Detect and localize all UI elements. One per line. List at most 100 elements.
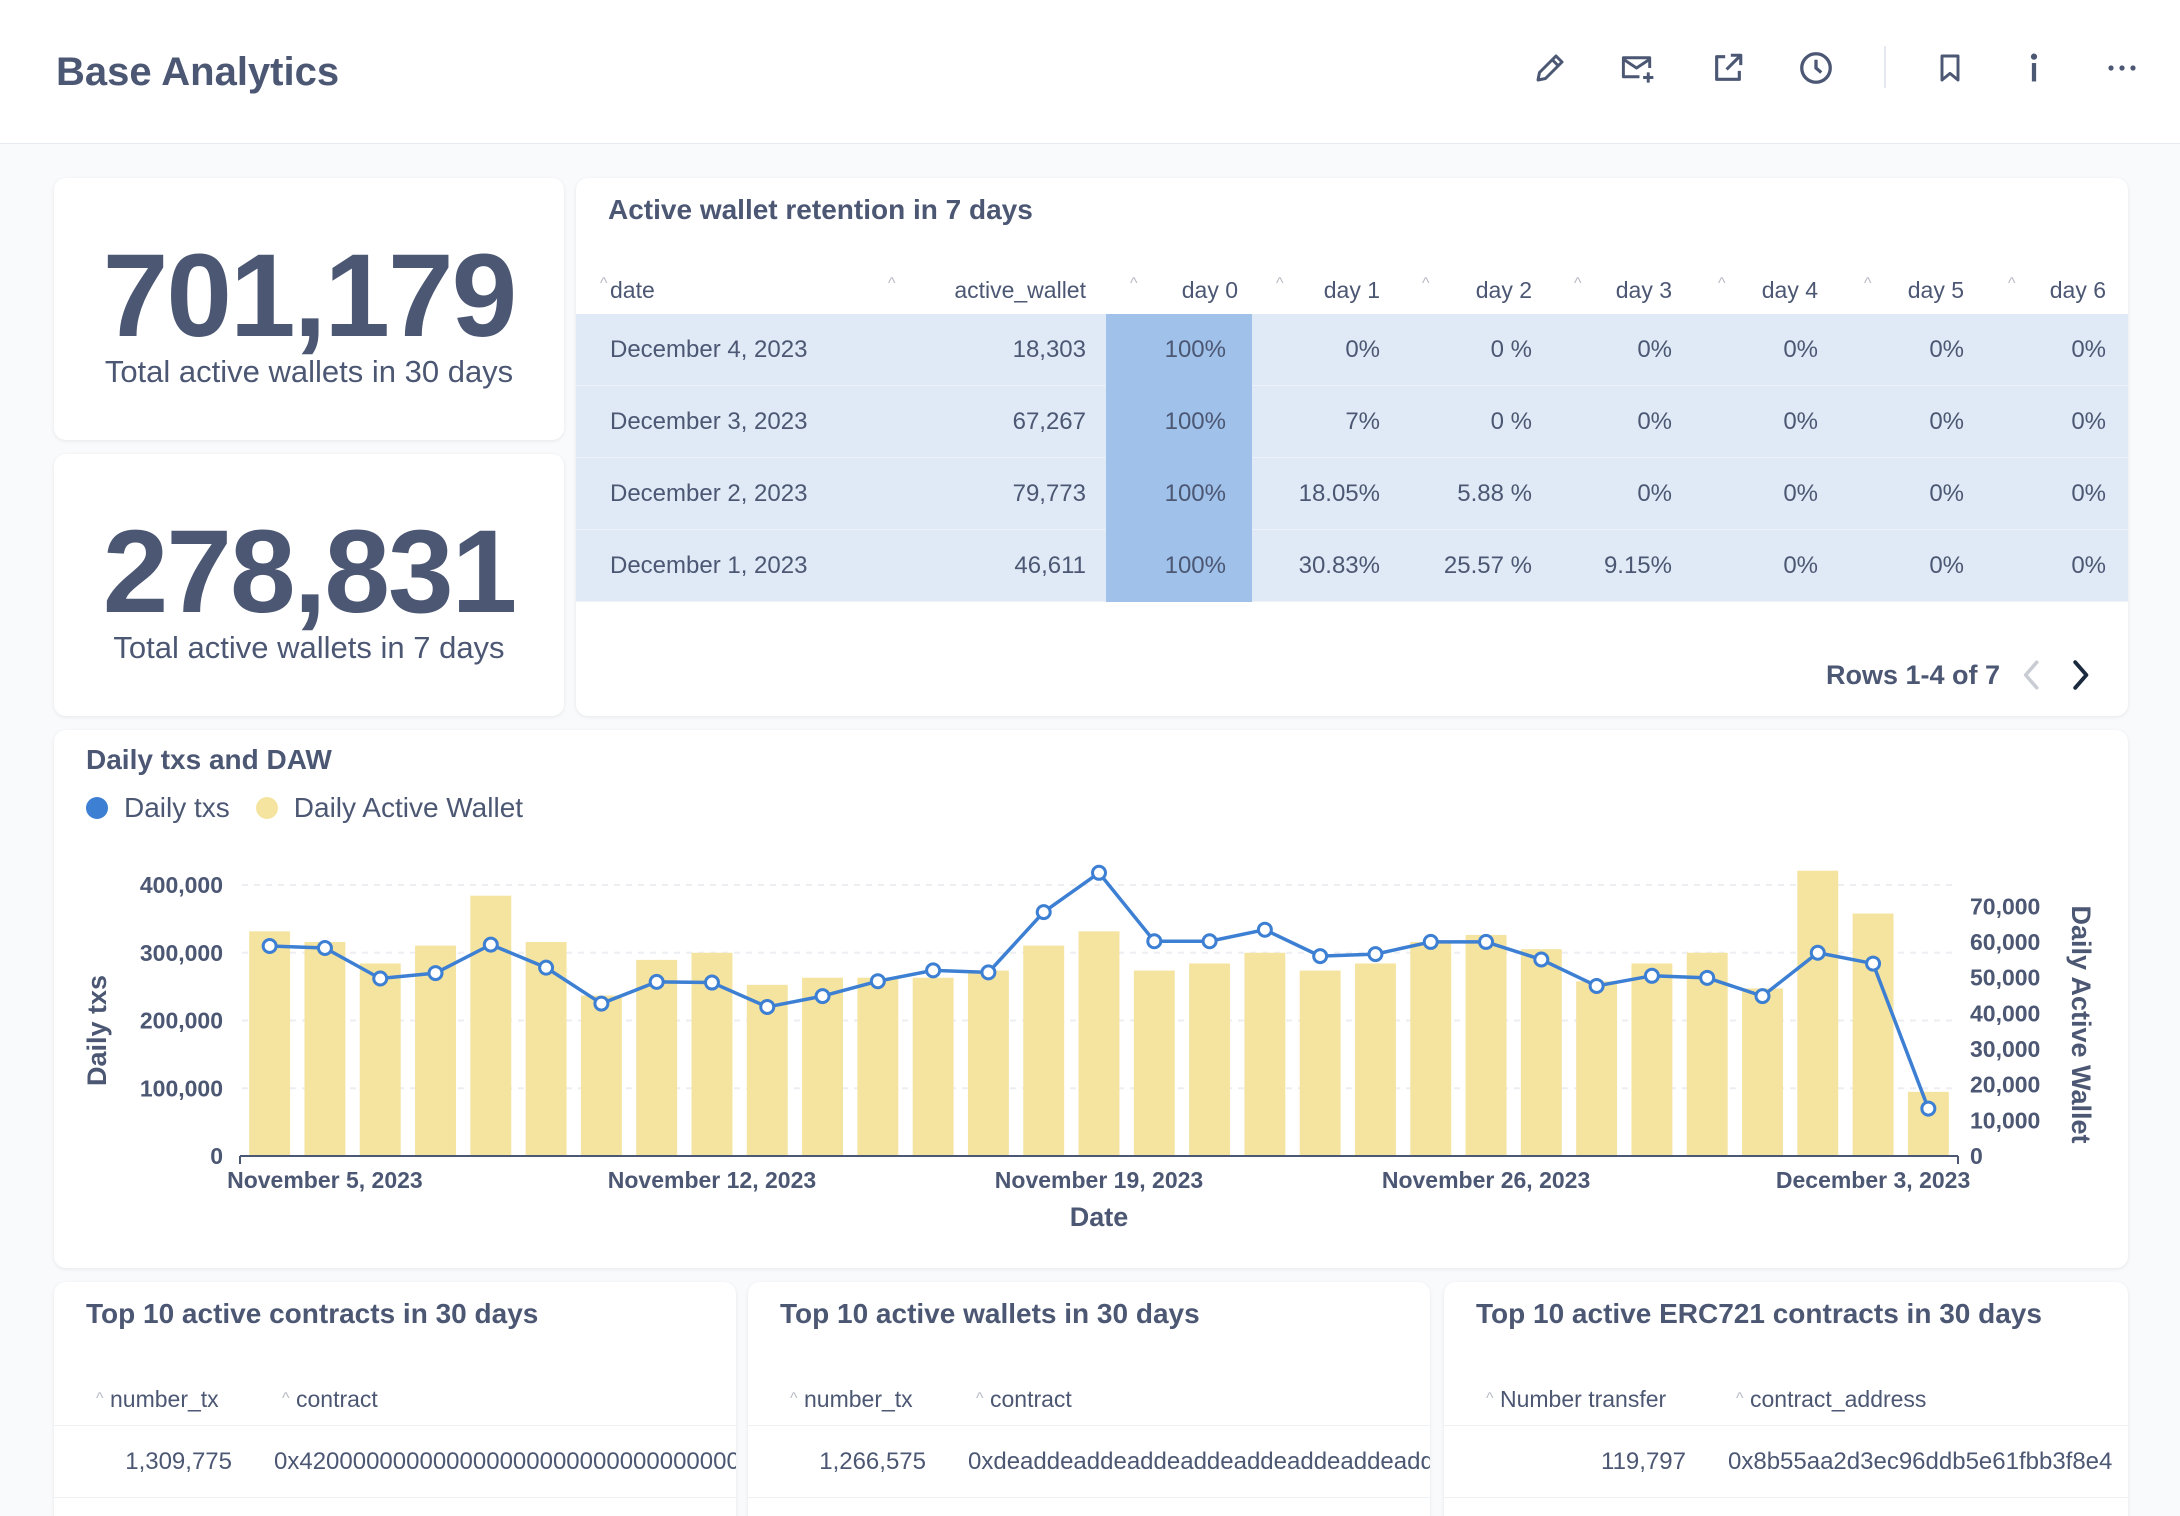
table-header: ^ date ^ active_wallet ^ day 0 ^ day 1 ^ … bbox=[576, 266, 2128, 314]
card-title[interactable]: Top 10 active contracts in 30 days bbox=[86, 1298, 539, 1329]
cell-day-2: 0 % bbox=[1490, 408, 1532, 435]
cell-day-4: 0% bbox=[1783, 408, 1818, 435]
column-header-number-tx[interactable]: ^ number_tx bbox=[790, 1386, 913, 1412]
bar bbox=[1133, 970, 1175, 1156]
scalar-value: 701,179 bbox=[102, 230, 518, 362]
cell-day-2: 5.88 % bbox=[1457, 480, 1532, 507]
column-header-contract[interactable]: ^ contract bbox=[282, 1386, 378, 1412]
line-point bbox=[1367, 946, 1384, 963]
table-row[interactable]: December 1, 2023 46,611 100% 30.83% 25.5… bbox=[576, 530, 2128, 602]
table-row[interactable]: December 3, 2023 67,267 100% 7% 0 % 0% 0… bbox=[576, 386, 2128, 458]
info-icon[interactable] bbox=[2010, 44, 2058, 92]
cell-contract[interactable]: 0xdeaddeaddeaddeaddeaddeaddeaddeaddead00… bbox=[968, 1448, 1430, 1475]
y-left-tick-label: 300,000 bbox=[140, 940, 223, 966]
scalar-label: Total active wallets in 30 days bbox=[104, 354, 514, 389]
column-header-number-tx[interactable]: ^ number_tx bbox=[96, 1386, 219, 1412]
cell-day-6: 0% bbox=[2071, 552, 2106, 579]
line-point bbox=[1754, 988, 1771, 1005]
y-right-tick-label: 30,000 bbox=[1970, 1036, 2040, 1062]
x-tick-label: November 5, 2023 bbox=[227, 1167, 423, 1193]
bar bbox=[802, 977, 844, 1156]
column-header-day-0[interactable]: day 0 bbox=[1181, 277, 1238, 303]
cell-day-3: 0% bbox=[1637, 408, 1672, 435]
cell-day-0: 100% bbox=[1164, 552, 1226, 579]
chart-title[interactable]: Daily txs and DAW bbox=[86, 744, 332, 775]
column-header-contract[interactable]: ^ contract bbox=[976, 1386, 1072, 1412]
share-icon[interactable] bbox=[1704, 44, 1752, 92]
column-header-day-5[interactable]: day 5 bbox=[1907, 277, 1964, 303]
column-header-day-3[interactable]: day 3 bbox=[1615, 277, 1672, 303]
card-title[interactable]: Top 10 active ERC721 contracts in 30 day… bbox=[1476, 1298, 2042, 1329]
page-title: Base Analytics bbox=[56, 50, 340, 94]
table-row[interactable]: 1,309,775 0x4200000000000000000000000000… bbox=[54, 1426, 736, 1498]
line-point bbox=[1643, 967, 1660, 984]
cell-date: December 1, 2023 bbox=[610, 552, 808, 579]
y-left-tick-label: 0 bbox=[210, 1143, 223, 1169]
table-header: ^ number_tx ^ contract bbox=[54, 1372, 736, 1426]
card-title[interactable]: Top 10 active wallets in 30 days bbox=[780, 1298, 1200, 1329]
chart-card: Daily txs and DAW Daily txs Daily Active… bbox=[54, 730, 2128, 1268]
line-point bbox=[1035, 904, 1052, 921]
cell-day-1: 18.05% bbox=[1298, 480, 1380, 507]
y-left-tick-label: 400,000 bbox=[140, 872, 223, 898]
bookmark-icon[interactable] bbox=[1926, 44, 1974, 92]
day0-highlight bbox=[1106, 386, 1252, 458]
bar bbox=[1078, 931, 1120, 1156]
cell-contract[interactable]: 0x42000000000000000000000000000000000000 bbox=[274, 1448, 736, 1475]
x-axis-title: Date bbox=[1070, 1202, 1129, 1232]
chevron-right-icon[interactable] bbox=[2060, 652, 2100, 698]
history-icon[interactable] bbox=[1792, 44, 1840, 92]
bar bbox=[1244, 952, 1286, 1156]
chart-legend: Daily txs Daily Active Wallet bbox=[86, 792, 549, 824]
column-header-day-6[interactable]: day 6 bbox=[2049, 277, 2106, 303]
column-header-day-4[interactable]: day 4 bbox=[1761, 277, 1818, 303]
column-header-number-transfer[interactable]: ^ Number transfer bbox=[1486, 1386, 1667, 1412]
column-header-active-wallet[interactable]: active_wallet bbox=[954, 277, 1086, 303]
cell-contract-address[interactable]: 0x8b55aa2d3ec96ddb5e61fbb3f8e4 bbox=[1728, 1448, 2113, 1475]
cell-date: December 3, 2023 bbox=[610, 408, 808, 435]
subscription-icon[interactable] bbox=[1614, 44, 1662, 92]
column-header-date[interactable]: ^ date bbox=[600, 275, 655, 303]
pencil-icon[interactable] bbox=[1526, 44, 1574, 92]
table-row[interactable]: 119,797 0x8b55aa2d3ec96ddb5e61fbb3f8e4 bbox=[1444, 1426, 2128, 1498]
more-icon[interactable] bbox=[2098, 44, 2146, 92]
line-point bbox=[1256, 921, 1273, 938]
bar bbox=[1023, 945, 1065, 1156]
chevron-left-icon[interactable] bbox=[2012, 652, 2052, 698]
scalar-card-30-days[interactable]: 701,179 Total active wallets in 30 days bbox=[54, 178, 564, 440]
cell-day-3: 0% bbox=[1637, 336, 1672, 363]
line-point bbox=[1865, 955, 1882, 972]
table-row[interactable]: 1,266,575 0xdeaddeaddeaddeaddeaddeaddead… bbox=[748, 1426, 1430, 1498]
legend-item-daily-txs[interactable]: Daily txs bbox=[86, 792, 230, 824]
table-header: ^ number_tx ^ contract bbox=[748, 1372, 1430, 1426]
card-title[interactable]: Active wallet retention in 7 days bbox=[608, 194, 1033, 225]
bar bbox=[470, 895, 512, 1156]
cell-day-5: 0% bbox=[1929, 480, 1964, 507]
cell-day-2: 0 % bbox=[1490, 336, 1532, 363]
bar bbox=[249, 931, 291, 1156]
legend-label: Daily Active Wallet bbox=[293, 792, 524, 823]
line-point bbox=[1533, 951, 1550, 968]
y-right-tick-label: 40,000 bbox=[1970, 1000, 2040, 1026]
x-tick-label: November 26, 2023 bbox=[1382, 1167, 1590, 1193]
line-point bbox=[1478, 933, 1495, 950]
table-row[interactable]: December 2, 2023 79,773 100% 18.05% 5.88… bbox=[576, 458, 2128, 530]
pagination-label: Rows 1-4 of 7 bbox=[1825, 660, 2000, 690]
bar bbox=[1354, 963, 1396, 1156]
scalar-value: 278,831 bbox=[102, 506, 518, 638]
legend-item-daily-active-wallet[interactable]: Daily Active Wallet bbox=[255, 792, 524, 824]
bar bbox=[1797, 870, 1839, 1156]
line-point bbox=[316, 940, 333, 957]
table-row[interactable]: December 4, 2023 18,303 100% 0% 0 % 0% 0… bbox=[576, 314, 2128, 386]
line-point bbox=[869, 973, 886, 990]
column-header-contract-address[interactable]: ^ contract_address bbox=[1736, 1386, 1927, 1412]
scalar-card-7-days[interactable]: 278,831 Total active wallets in 7 days bbox=[54, 454, 564, 716]
cell-day-2: 25.57 % bbox=[1443, 552, 1532, 579]
column-header-day-2[interactable]: day 2 bbox=[1475, 277, 1532, 303]
retention-card: Active wallet retention in 7 days ^ date … bbox=[576, 178, 2128, 716]
cell-day-4: 0% bbox=[1783, 336, 1818, 363]
line-point bbox=[1146, 933, 1163, 950]
bar bbox=[912, 977, 954, 1156]
column-header-day-1[interactable]: day 1 bbox=[1323, 277, 1380, 303]
bar bbox=[1299, 970, 1341, 1156]
